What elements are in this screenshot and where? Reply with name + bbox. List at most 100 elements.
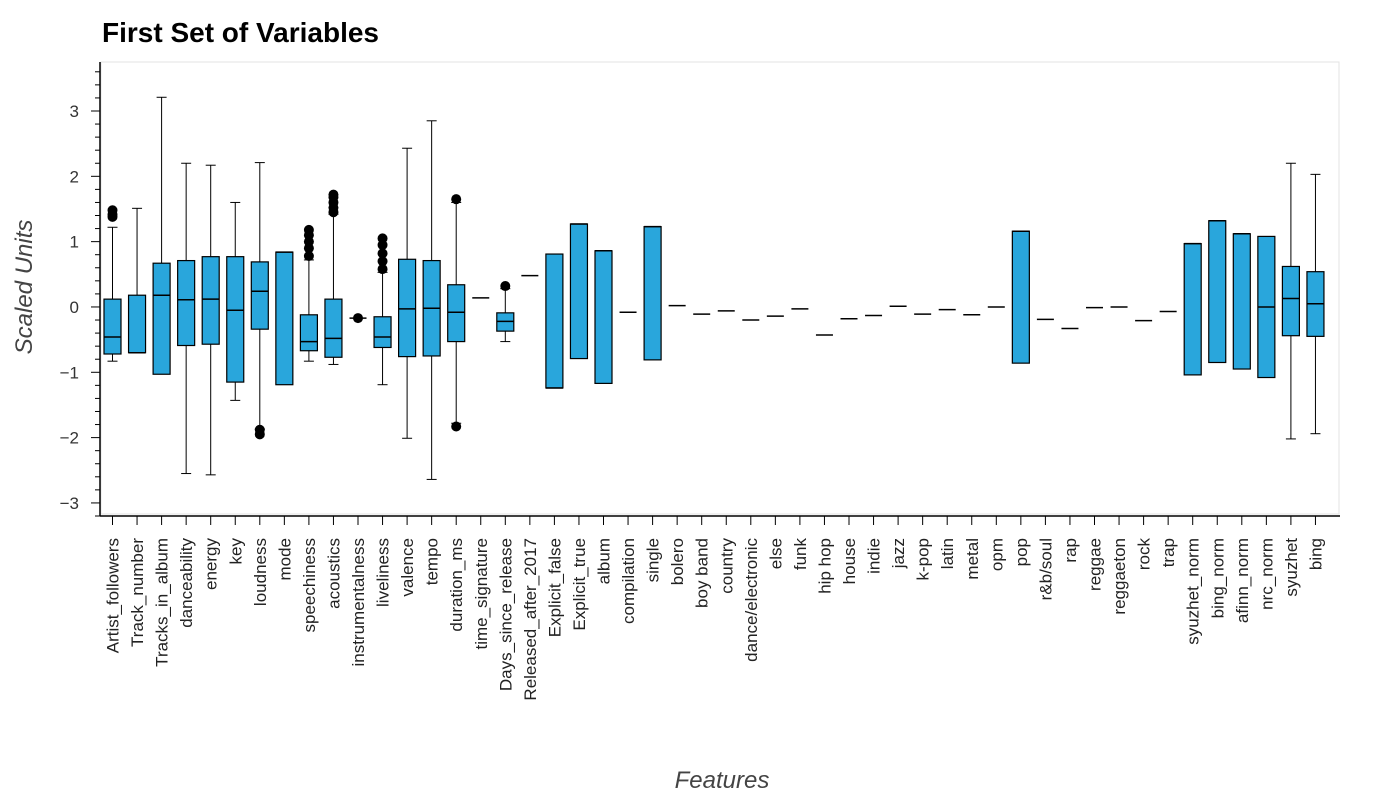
box-48 — [1281, 162, 1301, 440]
x-tick-label: reggaeton — [1110, 538, 1129, 615]
box-0 — [103, 205, 122, 362]
outlier-point — [353, 313, 363, 324]
box-iqr — [201, 256, 220, 345]
outlier-point — [377, 264, 388, 275]
x-tick-label: reggae — [1086, 538, 1105, 591]
box-8 — [299, 224, 318, 362]
x-tick-label: k-pop — [914, 538, 933, 581]
box-2 — [152, 96, 171, 375]
outlier-point — [303, 224, 314, 235]
box-47 — [1257, 235, 1276, 379]
outlier-point — [451, 421, 462, 432]
x-tick-label: acoustics — [324, 538, 343, 609]
box-iqr — [373, 316, 392, 349]
x-tick-label: afinn_norm — [1233, 538, 1252, 623]
x-tick-label: rock — [1135, 538, 1154, 571]
y-tick-label: −1 — [60, 363, 79, 382]
x-tick-label: compilation — [619, 538, 638, 624]
x-tick-label: album — [595, 538, 614, 584]
box-iqr — [545, 253, 564, 389]
outlier-point — [377, 233, 388, 244]
outlier-point — [377, 248, 388, 259]
x-tick-label: instrumentalness — [349, 538, 368, 667]
box-iqr — [594, 250, 613, 384]
x-tick-label: single — [644, 538, 663, 582]
x-tick-label: Track_number — [128, 538, 147, 647]
box-13 — [422, 120, 441, 480]
plot-frame — [100, 61, 1340, 515]
y-tick-label: −3 — [60, 494, 79, 513]
x-tick-label: bing_norm — [1208, 538, 1227, 618]
box-iqr — [1281, 265, 1301, 337]
box-5 — [226, 201, 245, 401]
x-tick-label: key — [226, 538, 245, 565]
x-tick-label: else — [766, 538, 785, 569]
box-1 — [127, 207, 147, 354]
box-11 — [373, 233, 392, 386]
x-tick-label: speechiness — [300, 538, 319, 633]
x-tick-label: energy — [202, 538, 221, 590]
outlier-point — [500, 281, 511, 292]
box-7 — [275, 251, 294, 386]
x-tick-label: bolero — [668, 538, 687, 585]
box-iqr — [250, 261, 269, 330]
x-tick-label: indie — [865, 538, 884, 574]
box-iqr — [324, 298, 343, 358]
box-46 — [1232, 233, 1251, 370]
chart-title: First Set of Variables — [102, 17, 379, 48]
box-iqr — [569, 223, 589, 360]
x-tick-label: mode — [275, 538, 294, 581]
box-18 — [545, 253, 564, 389]
box-iqr — [447, 284, 466, 343]
outlier-point — [451, 194, 462, 205]
x-tick-label: nrc_norm — [1257, 538, 1276, 610]
box-14 — [447, 194, 466, 432]
box-20 — [594, 250, 613, 384]
box-12 — [398, 147, 417, 439]
x-tick-label: liveliness — [374, 538, 393, 607]
x-tick-label: time_signature — [472, 538, 491, 650]
x-tick-label: country — [717, 538, 736, 594]
x-tick-label: Days_since_release — [496, 538, 515, 691]
y-tick-label: 0 — [70, 298, 79, 317]
box-10 — [349, 313, 367, 324]
box-9 — [324, 189, 343, 365]
x-tick-label: valence — [398, 538, 417, 597]
y-ticks: −3 −2 −1 0 1 2 3 — [60, 71, 100, 517]
x-tick-label: loudness — [251, 538, 270, 606]
x-ticks: Artist_followers Track_number Tracks_in_al… — [104, 516, 1325, 701]
box-iqr — [1208, 220, 1227, 364]
x-tick-label: rap — [1061, 538, 1080, 563]
y-axis-label: Scaled Units — [11, 220, 38, 355]
x-tick-label: hip hop — [815, 538, 834, 594]
y-tick-label: −2 — [60, 429, 79, 448]
outlier-point — [328, 189, 339, 200]
box-6 — [250, 162, 269, 440]
box-37 — [1011, 230, 1030, 364]
x-tick-label: Tracks_in_album — [153, 538, 172, 667]
x-tick-label: house — [840, 538, 859, 584]
x-tick-label: duration_ms — [447, 538, 466, 632]
x-tick-label: jazz — [889, 538, 908, 569]
x-tick-label: metal — [963, 538, 982, 580]
box-49 — [1306, 173, 1325, 435]
box-iqr — [1232, 233, 1251, 370]
outlier-point — [254, 424, 265, 435]
x-tick-label: Explicit_false — [545, 538, 564, 637]
box-16 — [496, 281, 515, 343]
box-iqr — [1011, 230, 1030, 364]
x-tick-label: dance/electronic — [742, 538, 761, 662]
x-tick-label: Explicit_true — [570, 538, 589, 631]
box-iqr — [177, 259, 196, 347]
box-3 — [177, 162, 196, 475]
x-tick-label: r&b/soul — [1036, 538, 1055, 600]
x-tick-label: boy band — [693, 538, 712, 608]
x-tick-label: bing — [1306, 538, 1325, 570]
box-iqr — [1183, 243, 1202, 376]
x-tick-label: tempo — [423, 538, 442, 585]
box-45 — [1208, 219, 1227, 364]
x-tick-label: Released_after_2017 — [521, 538, 540, 701]
box-iqr — [103, 298, 122, 355]
box-44 — [1183, 242, 1202, 376]
x-tick-label: Artist_followers — [104, 538, 123, 653]
